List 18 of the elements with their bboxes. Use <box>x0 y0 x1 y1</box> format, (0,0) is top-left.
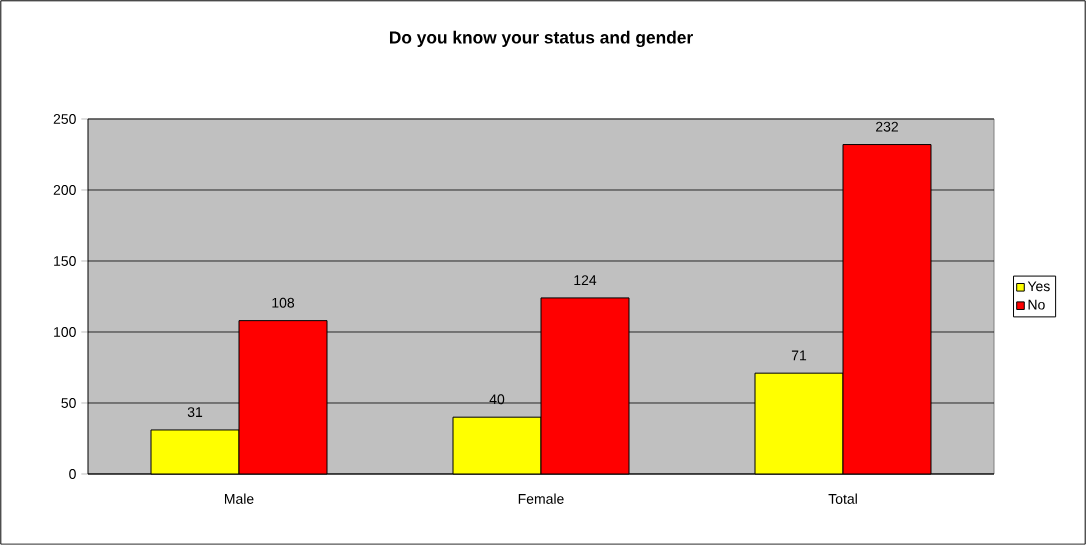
data-label: 71 <box>791 350 807 361</box>
y-tick-label: 50 <box>61 398 76 408</box>
legend-label: No <box>1028 299 1045 310</box>
data-label: 124 <box>574 275 597 285</box>
y-tick-label: 150 <box>54 256 76 266</box>
x-tick-label: Male <box>224 493 254 504</box>
legend-label: Yes <box>1027 281 1050 292</box>
y-tick-label: 250 <box>53 114 76 124</box>
chart-title: Do you know your status and gender <box>389 30 693 48</box>
x-tick-label: Female <box>518 493 564 504</box>
data-label: 232 <box>876 121 898 132</box>
data-label: 31 <box>187 407 203 418</box>
data-label: 108 <box>272 297 295 308</box>
data-label: 40 <box>489 394 505 405</box>
y-tick-label: 100 <box>54 327 76 337</box>
y-tick-label: 200 <box>53 185 76 195</box>
x-tick-label: Total <box>828 493 857 504</box>
y-tick-label: 0 <box>69 469 76 479</box>
